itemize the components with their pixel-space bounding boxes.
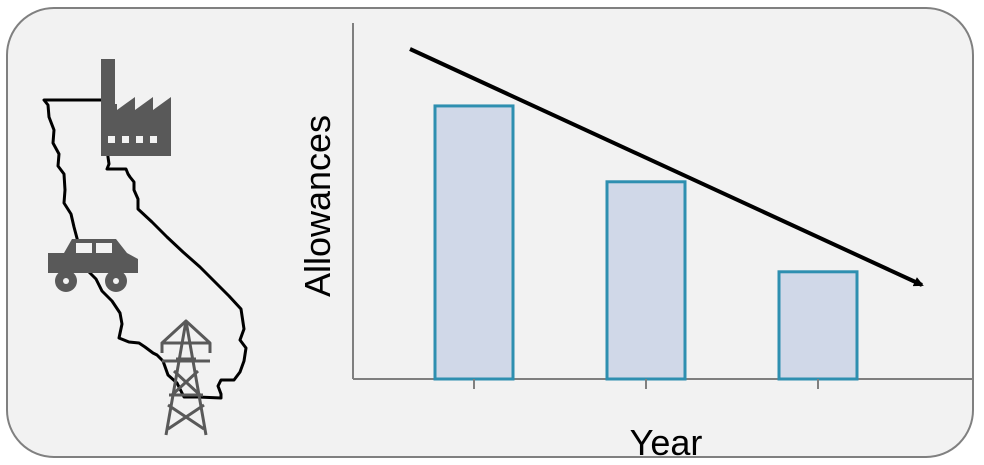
chart-panel: Allowances Year (6, 7, 974, 458)
bar-2 (605, 180, 687, 381)
car-icon (48, 239, 138, 292)
california-outline-icon (42, 98, 248, 400)
y-axis-label: Allowances (297, 115, 338, 297)
bar-3 (777, 270, 859, 381)
chart-canvas: Allowances Year (42, 23, 972, 456)
bar-chart: Allowances Year (297, 23, 972, 456)
bars-group (433, 104, 859, 381)
power-tower-icon (160, 319, 212, 436)
factory-icon (101, 59, 171, 156)
illustration (42, 59, 248, 436)
x-ticks-group (473, 379, 819, 389)
bar-1 (433, 104, 515, 381)
trend-arrow (409, 47, 924, 287)
x-axis-label: Year (630, 422, 703, 456)
